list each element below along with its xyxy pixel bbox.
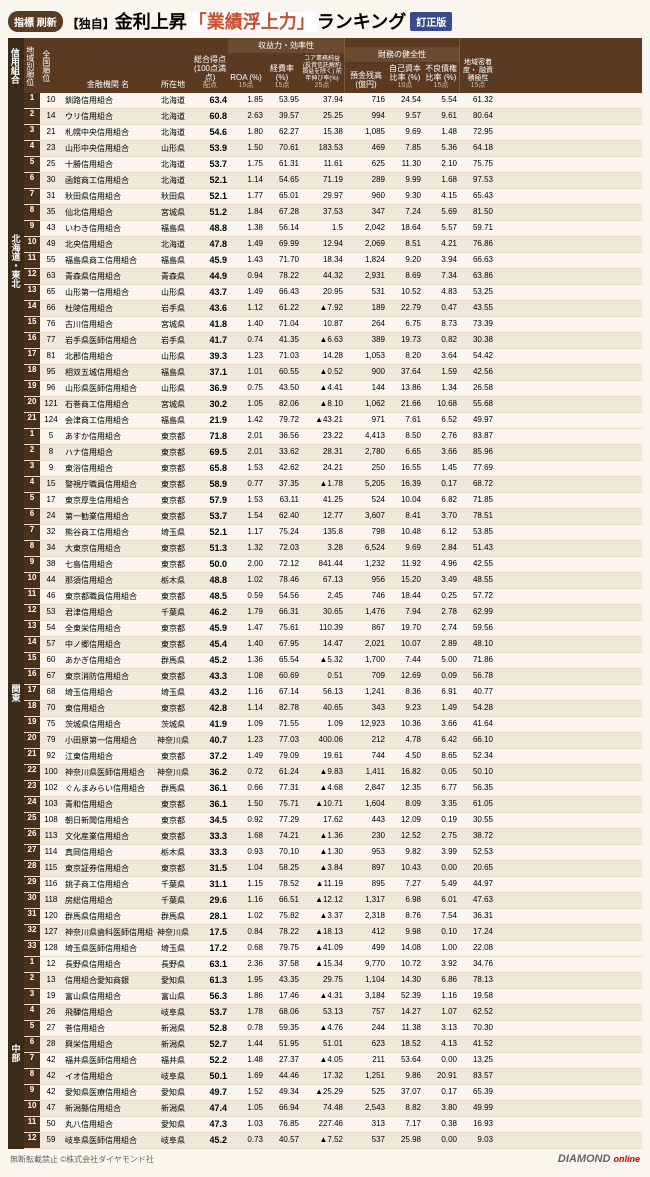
table-row: 39東浴信用組合東京都65.81.5342.6224.2125016.551.4… bbox=[24, 461, 642, 477]
table-row: 527巻信用組合新潟県52.80.7859.35▲4.7624411.383.1… bbox=[24, 1021, 642, 1037]
table-row: 1253君津信用組合千葉県46.21.7966.3130.651,4767.94… bbox=[24, 605, 642, 621]
table-row: 15あすか信用組合東京都71.82.0136.5623.224,4138.502… bbox=[24, 429, 642, 445]
table-row: 1047新潟縣信用組合新潟県47.41.0566.9474.482,5438.8… bbox=[24, 1101, 642, 1117]
table-row: 1870東信用組合東京都42.81.1482.7840.653439.231.4… bbox=[24, 701, 642, 717]
table-row: 23102ぐんまみらい信用組合群馬県36.10.6677.31▲4.682,84… bbox=[24, 781, 642, 797]
table-row: 1996山形県医師信用組合山形県36.90.7543.50▲4.4114413.… bbox=[24, 381, 642, 397]
table-row: 25108朝日新聞信用組合東京都34.50.9277.2917.6244312.… bbox=[24, 813, 642, 829]
table-row: 32127神奈川県歯科医師信用組合神奈川県17.50.8478.22▲18.13… bbox=[24, 925, 642, 941]
table-row: 24103青和信用組合東京都36.11.5075.71▲10.711,6048.… bbox=[24, 797, 642, 813]
table-row: 1667東京消防信用組合東京都43.31.0860.690.5170912.69… bbox=[24, 669, 642, 685]
table-row: 942愛知県医療信用組合愛知県49.71.5249.34▲25.2952537.… bbox=[24, 1085, 642, 1101]
footer: 無断転載禁止 ©株式会社ダイヤモンド社 DIAMOND online bbox=[8, 1149, 642, 1169]
table-row: 742福井県医師信用組合福井県52.21.4827.37▲4.0521153.6… bbox=[24, 1053, 642, 1069]
table-header: 信用組合 地域別順位 全国順位 金融機関 名 所在地 総合得点 (100点満点)… bbox=[8, 38, 642, 93]
region-block: 中部112長野県信用組合長野県63.12.3637.58▲15.349,7701… bbox=[8, 957, 642, 1149]
title: 【独自】金利上昇「業績浮上力」ランキング bbox=[67, 8, 406, 34]
table-row: 835仙北信用組合宮城県51.21.8467.2837.533477.245.6… bbox=[24, 205, 642, 221]
table-row: 1768埼玉信用組合埼玉県43.21.1667.1456.131,2418.36… bbox=[24, 685, 642, 701]
badge-refresh: 指標 刷新 bbox=[8, 11, 63, 32]
table-row: 1895相双五城信用組合福島県37.11.0160.55▲0.5290037.6… bbox=[24, 365, 642, 381]
table-row: 842イオ信用組合岐阜県50.11.6944.4617.321,2519.862… bbox=[24, 1069, 642, 1085]
table-row: 731秋田県信用組合秋田県52.11.7765.0129.979609.304.… bbox=[24, 189, 642, 205]
table-row: 26113文化産業信用組合東京都33.31.6874.21▲1.3623012.… bbox=[24, 829, 642, 845]
table-row: 30118房総信用組合千葉県29.61.1666.51▲12.121,3176.… bbox=[24, 893, 642, 909]
table-row: 319富山県信用組合富山県56.31.8617.46▲4.313,18452.3… bbox=[24, 989, 642, 1005]
table-row: 1365山形第一信用組合山形県43.71.4966.4320.9553110.5… bbox=[24, 285, 642, 301]
region-block: 北海道・東北110釧路信用組合北海道63.41.8553.9537.947162… bbox=[8, 93, 642, 429]
table-row: 628興栄信用組合新潟県52.71.4451.9551.0162318.524.… bbox=[24, 1037, 642, 1053]
region-label: 中部 bbox=[8, 957, 24, 1149]
table-row: 1263青森県信用組合青森県44.90.9478.2244.322,9318.6… bbox=[24, 269, 642, 285]
region-block: 関東15あすか信用組合東京都71.82.0136.5623.224,4138.5… bbox=[8, 429, 642, 957]
table-row: 1259岐阜県医師信用組合岐阜県45.20.7340.57▲7.5253725.… bbox=[24, 1133, 642, 1149]
table-row: 110釧路信用組合北海道63.41.8553.9537.9471624.545.… bbox=[24, 93, 642, 109]
table-row: 1044那須信用組合栃木県48.81.0278.4667.1395615.203… bbox=[24, 573, 642, 589]
badge-revision: 訂正版 bbox=[410, 12, 452, 31]
table-row: 31120群馬県信用組合群馬県28.11.0275.82▲3.372,3188.… bbox=[24, 909, 642, 925]
table-row: 20121石巻商工信用組合宮城県30.21.0582.06▲8.101,0622… bbox=[24, 397, 642, 413]
table-row: 1781北郡信用組合山形県39.31.2371.0314.281,0538.20… bbox=[24, 349, 642, 365]
table-row: 29116銚子商工信用組合千葉県31.11.1578.52▲11.198957.… bbox=[24, 877, 642, 893]
table-row: 525十勝信用組合北海道53.71.7561.3111.6162511.302.… bbox=[24, 157, 642, 173]
table-row: 517東京厚生信用組合東京都57.91.5363.1141.2552410.04… bbox=[24, 493, 642, 509]
region-label: 関東 bbox=[8, 429, 24, 957]
table-row: 1975茨城県信用組合茨城県41.91.0971.551.0912,92310.… bbox=[24, 717, 642, 733]
table-row: 28115東京証券信用組合東京都31.51.0458.25▲3.8489710.… bbox=[24, 861, 642, 877]
table-body: 北海道・東北110釧路信用組合北海道63.41.8553.9537.947162… bbox=[8, 93, 642, 1149]
table-row: 423山形中央信用組合山形県53.91.5070.61183.534697.85… bbox=[24, 141, 642, 157]
table-row: 732熊谷商工信用組合埼玉県52.11.1775.24135.879810.48… bbox=[24, 525, 642, 541]
table-row: 1150丸八信用組合愛知県47.31.0376.85227.463137.170… bbox=[24, 1117, 642, 1133]
brand: DIAMOND online bbox=[558, 1153, 640, 1165]
table-row: 415警視庁職員信用組合東京都58.90.7737.35▲1.785,20516… bbox=[24, 477, 642, 493]
table-row: 214ウリ信用組合北海道60.82.6339.5725.259949.579.6… bbox=[24, 109, 642, 125]
table-row: 33128埼玉県医師信用組合埼玉県17.20.6879.75▲41.094991… bbox=[24, 941, 642, 957]
region-label: 北海道・東北 bbox=[8, 93, 24, 429]
table-row: 938七島信用組合東京都50.02.0072.12841.441,23211.9… bbox=[24, 557, 642, 573]
table-row: 1457中ノ郷信用組合東京都45.41.4067.9514.472,02110.… bbox=[24, 637, 642, 653]
table-row: 624第一勧業信用組合東京都53.71.5462.4012.773,6078.4… bbox=[24, 509, 642, 525]
table-row: 27114真岡信用組合栃木県33.30.9370.10▲1.309539.823… bbox=[24, 845, 642, 861]
table-row: 1146東京都職員信用組合東京都48.50.5954.562.4574618.4… bbox=[24, 589, 642, 605]
table-row: 21124会津商工信用組合福島県21.91.4279.72▲43.219717.… bbox=[24, 413, 642, 429]
copyright: 無断転載禁止 ©株式会社ダイヤモンド社 bbox=[10, 1154, 154, 1165]
table-row: 321札幌中央信用組合北海道54.61.8062.2715.381,0859.6… bbox=[24, 125, 642, 141]
table-row: 22100神奈川県医師信用組合神奈川県36.20.7261.24▲9.831,4… bbox=[24, 765, 642, 781]
table-row: 834大東京信用組合東京都51.31.3272.033.286,5249.692… bbox=[24, 541, 642, 557]
table-row: 1466杜陵信用組合岩手県43.61.1261.22▲7.9218922.790… bbox=[24, 301, 642, 317]
table-row: 213信用組合愛知商銀愛知県61.31.9543.3529.751,10414.… bbox=[24, 973, 642, 989]
table-row: 1155福島県商工信用組合福島県45.91.4371.7018.341,8249… bbox=[24, 253, 642, 269]
table-row: 1354全東栄信用組合東京都45.91.4775.61110.3986719.7… bbox=[24, 621, 642, 637]
table-row: 1677岩手県医師信用組合岩手県41.70.7441.35▲6.6338919.… bbox=[24, 333, 642, 349]
table-row: 630函館商工信用組合北海道52.11.1454.6571.192899.991… bbox=[24, 173, 642, 189]
table-row: 1576古川信用組合宮城県41.81.4071.0410.872646.758.… bbox=[24, 317, 642, 333]
table-row: 1560あかぎ信用組合群馬県45.21.3665.54▲5.321,7007.4… bbox=[24, 653, 642, 669]
table-row: 2192江東信用組合東京都37.21.4979.0919.617444.508.… bbox=[24, 749, 642, 765]
table-row: 112長野県信用組合長野県63.12.3637.58▲15.349,77010.… bbox=[24, 957, 642, 973]
header: 指標 刷新 【独自】金利上昇「業績浮上力」ランキング 訂正版 bbox=[8, 8, 642, 34]
table-row: 28ハナ信用組合東京都69.52.0133.6228.312,7806.653.… bbox=[24, 445, 642, 461]
table-row: 426飛驒信用組合岐阜県53.71.7868.0653.1375714.271.… bbox=[24, 1005, 642, 1021]
table-row: 2079小田原第一信用組合神奈川県40.71.2377.03400.062124… bbox=[24, 733, 642, 749]
table-row: 1049北央信用組合北海道47.81.4969.9912.942,0698.51… bbox=[24, 237, 642, 253]
table-row: 943いわき信用組合福島県48.81.3856.141.52,04218.645… bbox=[24, 221, 642, 237]
